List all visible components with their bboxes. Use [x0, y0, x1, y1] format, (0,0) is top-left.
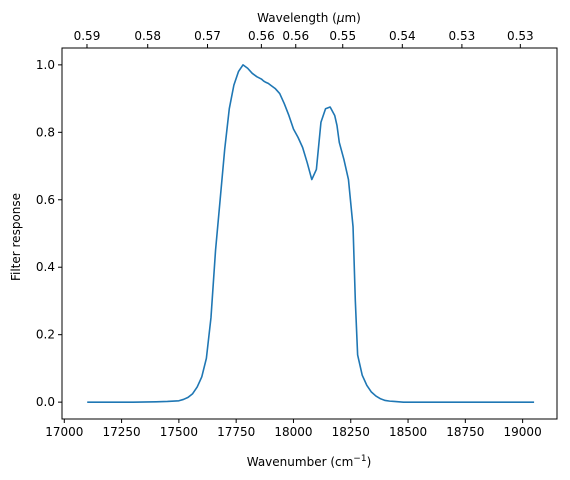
top-tick-label: 0.53 — [507, 29, 534, 43]
plot-frame — [61, 47, 558, 420]
x-tick-label: 18000 — [274, 425, 312, 439]
top-axis-label-end: m) — [344, 11, 360, 25]
y-tick-label: 0.4 — [36, 260, 55, 274]
y-tick-label: 0.6 — [36, 193, 55, 207]
x-axis-label-end: ) — [367, 455, 372, 469]
top-tick-label: 0.57 — [194, 29, 221, 43]
x-tick-label: 18500 — [389, 425, 427, 439]
x-tick-label: 17750 — [217, 425, 255, 439]
x-axis-label-text: Wavenumber (cm — [247, 455, 354, 469]
bottom-axis-ticks: 17000 17250 17500 17750 18000 18250 18500 18750… — [45, 419, 542, 439]
x-tick-label: 17250 — [102, 425, 140, 439]
x-axis-label: Wavenumber (cm−1) — [247, 454, 372, 469]
top-tick-label: 0.58 — [134, 29, 161, 43]
x-tick-label: 18250 — [332, 425, 370, 439]
top-tick-label: 0.56 — [282, 29, 309, 43]
x-tick-label: 19000 — [504, 425, 542, 439]
top-tick-label: 0.53 — [449, 29, 476, 43]
top-tick-label: 0.54 — [389, 29, 416, 43]
y-tick-label: 1.0 — [36, 58, 55, 72]
x-tick-label: 17000 — [45, 425, 83, 439]
y-tick-label: 0.2 — [36, 328, 55, 342]
top-axis-label-mu: μ — [336, 11, 345, 25]
top-axis-label: Wavelength (μm) — [257, 11, 361, 25]
top-tick-label: 0.55 — [329, 29, 356, 43]
top-tick-label: 0.59 — [74, 29, 101, 43]
top-axis-label-text: Wavelength ( — [257, 11, 337, 25]
x-tick-label: 18750 — [446, 425, 484, 439]
x-axis-label-sup: −1 — [353, 454, 366, 464]
y-tick-label: 0.8 — [36, 125, 55, 139]
x-tick-label: 17500 — [160, 425, 198, 439]
y-axis-label: Filter response — [9, 193, 23, 281]
top-axis-ticks: 0.59 0.58 0.57 0.56 0.56 0.55 0.54 0.53 0.53 — [74, 29, 534, 48]
series-line-filter-response — [87, 64, 535, 403]
left-axis-ticks: 0.0 0.2 0.4 0.6 0.8 1.0 — [36, 58, 62, 409]
y-tick-label: 0.0 — [36, 395, 55, 409]
top-tick-label: 0.56 — [248, 29, 275, 43]
